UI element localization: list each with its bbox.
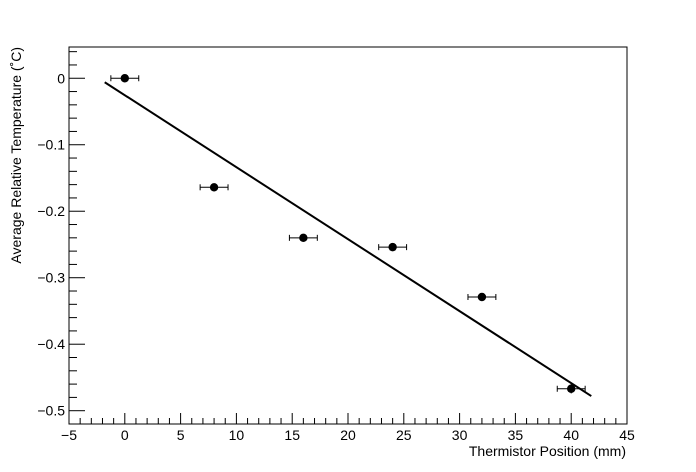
- x-tick-label: 30: [452, 427, 468, 443]
- plot-frame: [68, 46, 628, 425]
- data-point: [199, 183, 229, 192]
- y-tick-label: −0.5: [37, 403, 65, 419]
- data-point: [556, 384, 586, 394]
- x-tick-label: 40: [563, 427, 579, 443]
- data-marker: [388, 242, 397, 252]
- y-tick-label: −0.3: [37, 270, 65, 286]
- data-point: [110, 74, 140, 83]
- y-tick-label: −0.4: [37, 336, 65, 352]
- x-tick-label: 25: [396, 427, 412, 443]
- x-tick-label: 0: [121, 427, 129, 443]
- data-marker: [209, 183, 219, 192]
- fit-line: [104, 81, 592, 397]
- x-tick-label: 5: [177, 427, 185, 443]
- x-tick-label: 15: [284, 427, 300, 443]
- x-axis: −5 0 5 10 15 20 25 30 35 40 45: [61, 413, 635, 443]
- y-tick-label: −0.1: [37, 137, 65, 153]
- x-tick-label: 45: [619, 427, 635, 443]
- y-tick-label: 0: [57, 70, 65, 86]
- data-point: [467, 292, 497, 302]
- data-marker: [299, 233, 308, 243]
- y-axis: 0 −0.1 −0.2 −0.3 −0.4 −0.5: [37, 51, 85, 425]
- y-tick-label: −0.2: [37, 203, 65, 219]
- y-axis-label: Average Relative Temperature (˚C): [8, 47, 24, 264]
- x-tick-label: 10: [229, 427, 245, 443]
- data-marker: [567, 384, 576, 393]
- data-point: [288, 233, 318, 243]
- data-point: [378, 242, 408, 252]
- data-points: [110, 74, 586, 394]
- x-tick-label: −5: [61, 427, 77, 443]
- x-tick-label: 35: [508, 427, 524, 443]
- data-marker: [477, 292, 487, 302]
- fit-line-group: [104, 81, 592, 397]
- plot-area: [68, 46, 628, 425]
- x-axis-label: Thermistor Position (mm): [469, 443, 626, 459]
- data-marker: [120, 74, 129, 83]
- x-tick-label: 20: [340, 427, 356, 443]
